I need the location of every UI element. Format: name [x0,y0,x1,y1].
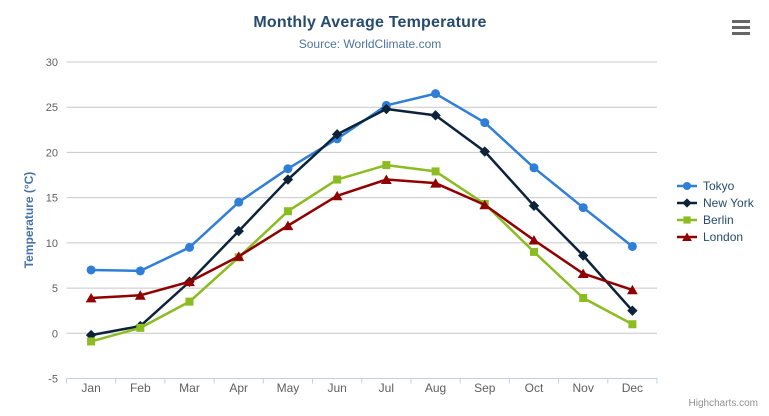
point-marker[interactable] [333,175,342,184]
series-line-tokyo[interactable] [89,92,634,273]
point-marker[interactable] [431,89,441,99]
point-marker[interactable] [682,232,692,241]
point-marker[interactable] [185,242,195,252]
point-marker[interactable] [579,294,588,303]
point-marker[interactable] [233,225,244,237]
legend-item-berlin[interactable]: Berlin [676,211,754,228]
y-axis-title: Temperature (°C) [22,171,36,269]
point-marker[interactable] [577,250,589,261]
point-marker[interactable] [136,323,145,332]
triangle-series-icon [677,232,697,241]
point-marker[interactable] [283,164,293,174]
point-marker[interactable] [528,235,540,245]
legend-item-tokyo[interactable]: Tokyo [676,177,754,194]
point-marker[interactable] [682,181,692,190]
x-axis-label: Jul [379,381,394,395]
x-axis-label: Feb [130,381,151,395]
x-axis-label: Dec [622,381,643,395]
diamond-series-icon [677,197,697,208]
point-marker[interactable] [479,146,490,157]
point-marker[interactable] [331,190,343,201]
point-marker[interactable] [331,129,343,140]
credits-link[interactable]: Highcharts.com [688,398,758,409]
point-marker[interactable] [628,320,637,329]
point-marker[interactable] [578,203,588,213]
circle-series-icon [677,181,697,190]
point-marker[interactable] [577,268,589,279]
y-axis-label: 10 [46,238,58,250]
point-marker[interactable] [529,247,538,256]
y-axis-label: -5 [48,374,58,386]
point-marker[interactable] [430,178,441,188]
y-axis-label: 0 [52,328,58,340]
x-axis-label: Mar [179,381,200,395]
point-marker[interactable] [627,241,637,251]
point-marker[interactable] [682,197,692,208]
legend-label: Tokyo [703,178,735,193]
legend-label: New York [703,195,754,210]
point-marker[interactable] [86,265,96,275]
x-axis-label: Oct [525,381,544,395]
point-marker[interactable] [683,215,691,224]
x-axis-label: Jan [81,381,100,395]
point-marker[interactable] [380,174,392,184]
point-marker[interactable] [185,297,194,306]
point-marker[interactable] [184,276,195,287]
chart-subtitle: Source: WorldClimate.com [298,37,442,51]
x-axis-label: Aug [425,381,446,395]
series-line-berlin[interactable] [89,163,634,343]
hamburger-icon [732,20,750,23]
point-marker[interactable] [627,305,638,316]
hamburger-icon [732,32,750,35]
square-series-icon [677,215,697,224]
y-axis-label: 15 [46,193,58,205]
series-line-london[interactable] [89,178,634,300]
export-menu-button[interactable] [732,20,752,35]
x-axis-label: Apr [229,381,248,395]
point-marker[interactable] [382,161,391,170]
y-axis-label: 25 [46,102,58,114]
point-marker[interactable] [85,293,97,303]
point-marker[interactable] [282,174,294,185]
point-marker[interactable] [282,220,294,231]
point-marker[interactable] [134,290,146,300]
point-marker[interactable] [87,337,96,346]
point-marker[interactable] [283,207,292,216]
legend-label: London [703,229,744,244]
y-axis-label: 20 [46,147,58,159]
chart-title: Monthly Average Temperature [253,14,487,31]
point-marker[interactable] [135,266,145,276]
point-marker[interactable] [430,110,441,121]
x-axis-label: May [277,381,300,395]
legend-item-new-york[interactable]: New York [676,194,754,211]
point-marker[interactable] [626,284,638,295]
x-axis-label: Nov [573,381,594,395]
point-marker[interactable] [528,200,540,211]
series-line-new-york[interactable] [89,107,634,337]
point-marker[interactable] [431,167,440,176]
y-axis-label: 5 [52,283,58,295]
y-axis-label: 30 [46,57,58,69]
x-axis-label: Jun [327,381,346,395]
point-marker[interactable] [480,118,490,128]
legend-item-london[interactable]: London [676,228,754,245]
hamburger-icon [732,26,750,29]
legend: Tokyo New York Berlin London [676,177,754,245]
point-marker[interactable] [529,163,539,173]
point-marker[interactable] [233,251,245,261]
x-axis-label: Sep [474,381,496,395]
point-marker[interactable] [479,199,491,210]
legend-label: Berlin [703,212,734,227]
point-marker[interactable] [234,197,244,207]
point-marker[interactable] [381,103,392,115]
